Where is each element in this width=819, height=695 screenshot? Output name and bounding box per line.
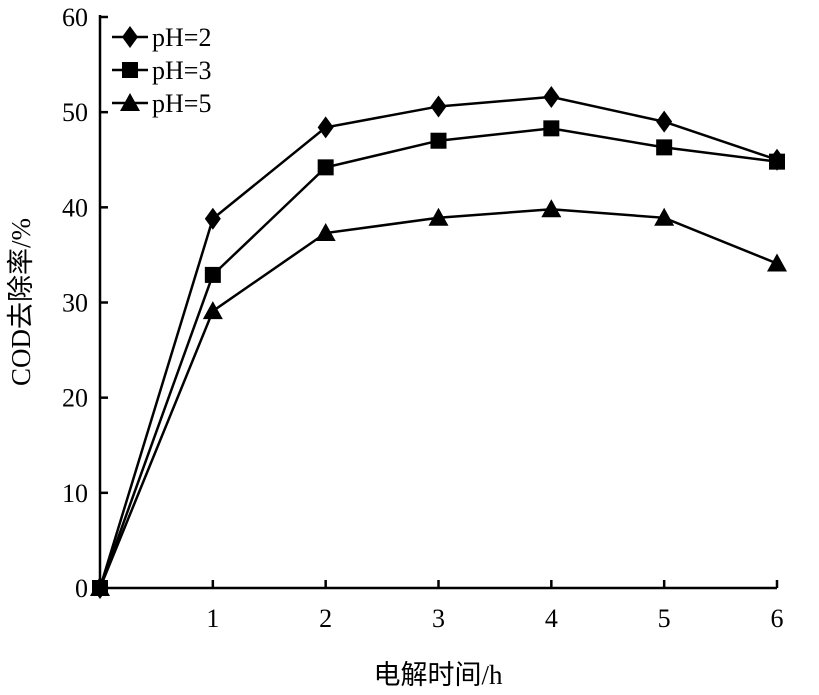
square-marker (769, 153, 785, 170)
diamond-marker (656, 110, 673, 133)
series-line-pH=5 (98, 207, 778, 589)
x-tick-label: 4 (545, 604, 558, 633)
square-marker (122, 62, 138, 78)
legend-label: pH=2 (152, 23, 211, 52)
square-marker (204, 266, 221, 283)
x-tick-label: 2 (319, 604, 332, 633)
y-tick-label: 40 (62, 193, 88, 222)
triangle-marker (202, 301, 223, 320)
diamond-marker (317, 116, 334, 139)
y-tick-label: 30 (62, 289, 88, 318)
x-tick-label: 1 (206, 604, 219, 633)
series-line-pH=3 (98, 127, 778, 589)
square-marker (317, 159, 334, 176)
y-tick-label: 50 (62, 98, 88, 127)
y-axis-label: COD去除率/% (6, 218, 36, 386)
square-marker (656, 139, 673, 156)
x-tick-label: 3 (432, 604, 445, 633)
triangle-marker (541, 199, 562, 218)
triangle-marker (428, 207, 449, 226)
triangle-marker (767, 253, 787, 272)
x-tick-label: 6 (771, 604, 784, 633)
diamond-marker (204, 207, 221, 230)
y-tick-label: 0 (75, 574, 88, 603)
legend-label: pH=5 (152, 89, 211, 118)
y-tick-label: 60 (62, 3, 88, 32)
triangle-marker (654, 207, 675, 226)
x-axis-label: 电解时间/h (373, 660, 503, 690)
y-tick-label: 20 (62, 384, 88, 413)
y-tick-label: 10 (62, 479, 88, 508)
diamond-marker (543, 85, 560, 108)
square-marker (543, 120, 560, 137)
triangle-marker (120, 93, 140, 111)
diamond-marker (122, 26, 138, 48)
x-tick-label: 5 (658, 604, 671, 633)
diamond-marker (430, 95, 447, 118)
legend-label: pH=3 (152, 56, 211, 85)
triangle-marker (90, 578, 110, 596)
series-line-pH=2 (98, 95, 778, 589)
square-marker (430, 132, 447, 149)
triangle-marker (315, 223, 336, 242)
